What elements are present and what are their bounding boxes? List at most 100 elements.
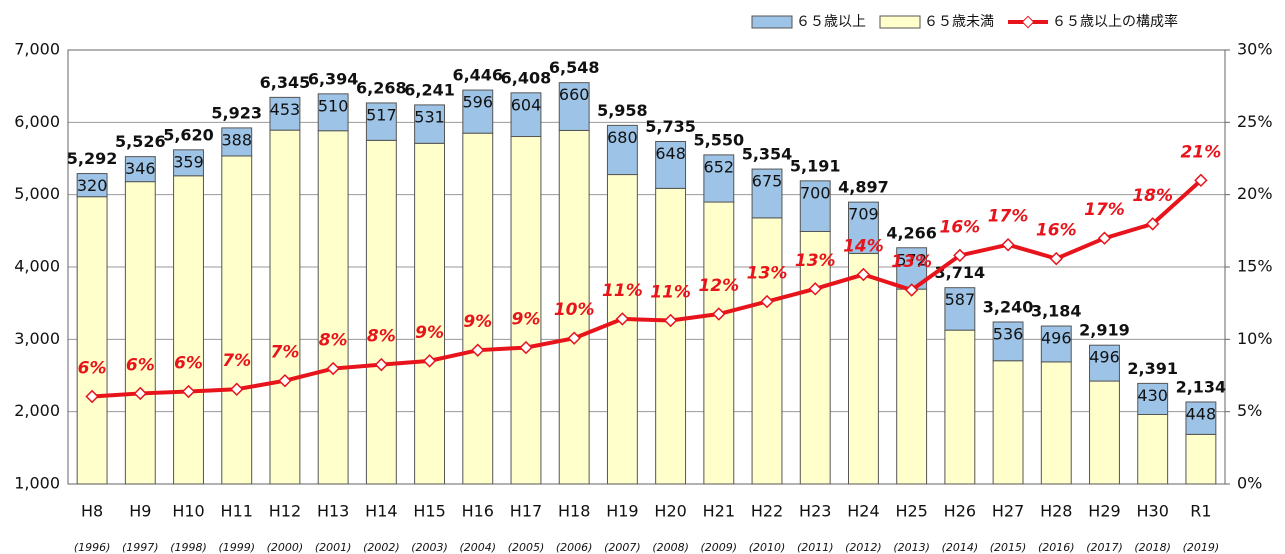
rate-label: 12%: [698, 276, 739, 296]
total-label: 3,714: [935, 263, 986, 282]
segment-label: 648: [655, 144, 686, 163]
y-tick-label: 6,000: [14, 112, 60, 131]
x-tick-label: H21: [703, 502, 735, 521]
rate-label: 9%: [415, 323, 444, 343]
segment-label: 388: [221, 130, 252, 149]
x-sublabel: (2005): [508, 541, 545, 554]
rate-marker: [904, 283, 919, 297]
plot-border: [67, 49, 1226, 485]
x-tick-label: H25: [895, 502, 927, 521]
rate-marker: [808, 282, 822, 296]
rate-marker: [1049, 251, 1063, 266]
rate-label: 6%: [78, 358, 107, 378]
x-tick-label: H15: [413, 502, 445, 521]
x-sublabel: (1999): [218, 541, 255, 554]
legend-swatch: [751, 15, 793, 29]
x-sublabel: (2006): [556, 541, 593, 554]
rate-marker: [422, 354, 437, 368]
bar-segment: [558, 82, 590, 131]
segment-label: 517: [366, 105, 397, 124]
total-label: 3,184: [1031, 302, 1082, 321]
segment-label: 346: [125, 159, 156, 178]
bar-segment: [124, 181, 156, 485]
bar-segment: [847, 201, 879, 254]
x-sublabel: (1997): [122, 541, 159, 554]
rate-marker: [133, 386, 148, 401]
rate-marker: [760, 294, 774, 309]
y-tick-label: 2,000: [14, 401, 60, 420]
rate-marker: [856, 267, 871, 282]
segment-label: 536: [993, 324, 1024, 343]
total-label: 3,240: [983, 297, 1034, 316]
bar-segment: [992, 321, 1024, 362]
bar-segment: [558, 129, 590, 485]
y-tick-label: 3,000: [14, 329, 60, 348]
total-label: 5,735: [645, 117, 696, 136]
bar-segment: [173, 149, 204, 177]
bar-segment: [462, 132, 494, 485]
segment-label: 448: [1186, 404, 1217, 423]
y2-tick-label: 20%: [1237, 184, 1273, 203]
total-label: 4,266: [886, 223, 937, 242]
total-label: 4,897: [838, 178, 889, 197]
bar-segment: [1185, 433, 1217, 485]
x-sublabel: (1996): [74, 541, 111, 554]
x-tick-label: H27: [992, 502, 1024, 521]
bar-segment: [173, 175, 204, 485]
segment-label: 675: [752, 172, 783, 191]
x-tick-label: H12: [269, 502, 301, 521]
bar-segment: [269, 96, 301, 131]
x-tick-label: H11: [221, 502, 253, 521]
x-sublabel: (2013): [893, 541, 930, 554]
x-tick-label: H29: [1088, 502, 1120, 521]
rate-label: 8%: [367, 327, 396, 347]
y2-tick-label: 10%: [1237, 329, 1273, 348]
bar-segment: [1089, 380, 1120, 485]
total-label: 5,526: [115, 132, 166, 151]
bar-segment: [414, 104, 446, 144]
bar-segment: [944, 287, 976, 331]
segment-label: 510: [318, 96, 349, 115]
segment-label: 359: [173, 152, 204, 171]
x-tick-label: R1: [1190, 502, 1211, 521]
rate-label: 8%: [319, 331, 348, 351]
bar-segment: [655, 141, 687, 189]
total-label: 5,354: [742, 145, 793, 164]
segment-label: 680: [607, 128, 638, 147]
rate-label: 11%: [650, 283, 691, 303]
x-sublabel: (2007): [604, 541, 641, 554]
bar-segment: [365, 102, 397, 141]
bar-segment: [751, 217, 783, 485]
bar-segment: [317, 93, 349, 132]
x-sublabel: (2017): [1086, 541, 1123, 554]
x-sublabel: (2009): [701, 541, 738, 554]
x-tick-label: H24: [847, 502, 879, 521]
rate-marker: [953, 248, 967, 263]
x-tick-label: H8: [81, 502, 103, 521]
y2-tick-label: 5%: [1237, 401, 1262, 420]
x-tick-label: H26: [944, 502, 976, 521]
segment-label: 320: [77, 176, 108, 195]
bar-segment: [76, 173, 108, 198]
bar-segment: [1185, 401, 1217, 435]
rate-marker: [278, 373, 292, 388]
rate-marker: [1097, 231, 1112, 245]
x-sublabel: (1998): [170, 541, 207, 554]
x-tick-label: H9: [129, 502, 151, 521]
y-tick-label: 7,000: [14, 40, 60, 59]
rate-marker: [181, 384, 196, 399]
total-label: 5,958: [597, 101, 648, 120]
segment-label: 453: [270, 100, 301, 119]
x-sublabel: (2008): [652, 541, 689, 554]
rate-label: 13%: [747, 264, 788, 284]
x-tick-label: H22: [751, 502, 783, 521]
rate-marker: [567, 331, 581, 345]
x-sublabel: (2014): [942, 541, 979, 554]
rate-label: 13%: [795, 251, 836, 271]
bar-segment: [847, 252, 879, 485]
x-tick-label: H16: [462, 502, 494, 521]
y2-tick-label: 15%: [1237, 257, 1273, 276]
x-tick-label: H18: [558, 502, 590, 521]
rate-label: 7%: [271, 343, 300, 363]
